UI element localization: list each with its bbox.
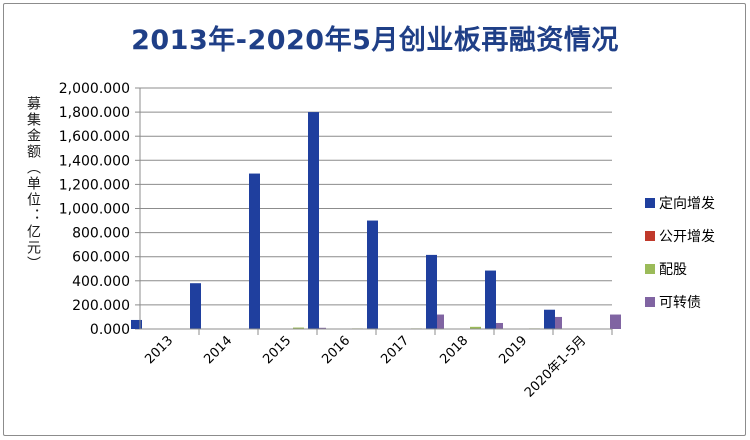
bar: [367, 220, 378, 329]
legend-label: 定向增发: [659, 196, 715, 212]
legend-swatch: [645, 231, 655, 241]
bar: [610, 314, 621, 329]
x-tick-label: 2016: [319, 333, 353, 367]
chart-frame: [3, 3, 746, 436]
bar: [308, 112, 319, 329]
bar: [544, 309, 555, 329]
bar: [315, 327, 326, 329]
legend-label: 配股: [659, 262, 687, 278]
y-axis-label: 募集金额（单位：亿元）: [25, 96, 41, 272]
x-tick-label: 2017: [378, 333, 412, 367]
y-tick-label: 400.000: [72, 274, 130, 290]
y-tick-label: 2,000.000: [59, 81, 130, 97]
legend-label: 可转债: [659, 295, 701, 311]
x-tick-label: 2015: [260, 333, 294, 367]
bar: [433, 314, 444, 329]
x-tick-label: 2020年1-5月: [522, 333, 589, 400]
y-tick-label: 600.000: [72, 250, 130, 266]
bar: [131, 319, 142, 329]
y-tick-label: 1,800.000: [59, 105, 130, 121]
y-tick-label: 1,400.000: [59, 153, 130, 169]
y-tick-label: 800.000: [72, 226, 130, 242]
bars: [131, 112, 621, 329]
legend-swatch: [645, 264, 655, 274]
bar: [190, 283, 201, 329]
legend-label: 公开增发: [659, 229, 715, 245]
y-axis-ticks: 0.000 200.000 400.000 600.000 800.000 1,000.0…: [59, 81, 140, 338]
bar: [551, 316, 562, 329]
y-tick-label: 0.000: [90, 322, 130, 338]
bar: [426, 254, 437, 329]
y-tick-label: 200.000: [72, 298, 130, 314]
y-tick-label: 1,600.000: [59, 129, 130, 145]
x-tick-label: 2018: [437, 333, 471, 367]
y-tick-label: 1,200.000: [59, 177, 130, 193]
bar: [485, 270, 496, 329]
x-tick-label: 2014: [201, 333, 235, 367]
x-tick-label: 2019: [496, 333, 530, 367]
y-tick-label: 1,000.000: [59, 202, 130, 218]
chart-title: 2013年-2020年5月创业板再融资情况: [131, 25, 619, 56]
legend-swatch: [645, 297, 655, 307]
bar: [249, 173, 260, 329]
bar: [293, 327, 304, 329]
x-tick-label: 2013: [142, 333, 176, 367]
bar: [492, 322, 503, 329]
bar: [470, 326, 481, 329]
legend-swatch: [645, 198, 655, 208]
